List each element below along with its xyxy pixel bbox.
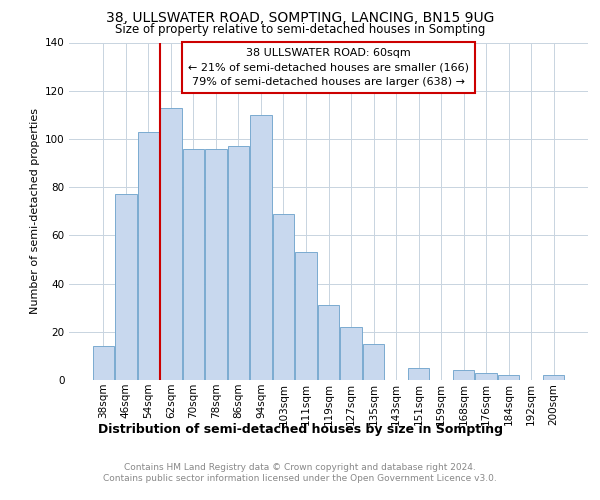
Text: Contains HM Land Registry data © Crown copyright and database right 2024.
Contai: Contains HM Land Registry data © Crown c… xyxy=(103,462,497,483)
Text: 38 ULLSWATER ROAD: 60sqm
← 21% of semi-detached houses are smaller (166)
79% of : 38 ULLSWATER ROAD: 60sqm ← 21% of semi-d… xyxy=(188,48,469,87)
Text: Distribution of semi-detached houses by size in Sompting: Distribution of semi-detached houses by … xyxy=(97,422,503,436)
Bar xyxy=(160,108,182,380)
Text: Size of property relative to semi-detached houses in Sompting: Size of property relative to semi-detach… xyxy=(115,22,485,36)
Bar xyxy=(453,370,475,380)
Bar xyxy=(543,375,565,380)
Bar xyxy=(228,146,249,380)
Bar xyxy=(318,306,339,380)
Bar xyxy=(498,375,520,380)
Bar xyxy=(205,148,227,380)
Bar xyxy=(408,368,429,380)
Y-axis label: Number of semi-detached properties: Number of semi-detached properties xyxy=(29,108,40,314)
Text: 38, ULLSWATER ROAD, SOMPTING, LANCING, BN15 9UG: 38, ULLSWATER ROAD, SOMPTING, LANCING, B… xyxy=(106,11,494,25)
Bar xyxy=(273,214,294,380)
Bar xyxy=(295,252,317,380)
Bar xyxy=(137,132,159,380)
Bar xyxy=(363,344,384,380)
Bar xyxy=(475,373,497,380)
Bar xyxy=(182,148,204,380)
Bar xyxy=(250,115,272,380)
Bar xyxy=(340,327,362,380)
Bar xyxy=(115,194,137,380)
Bar xyxy=(92,346,114,380)
